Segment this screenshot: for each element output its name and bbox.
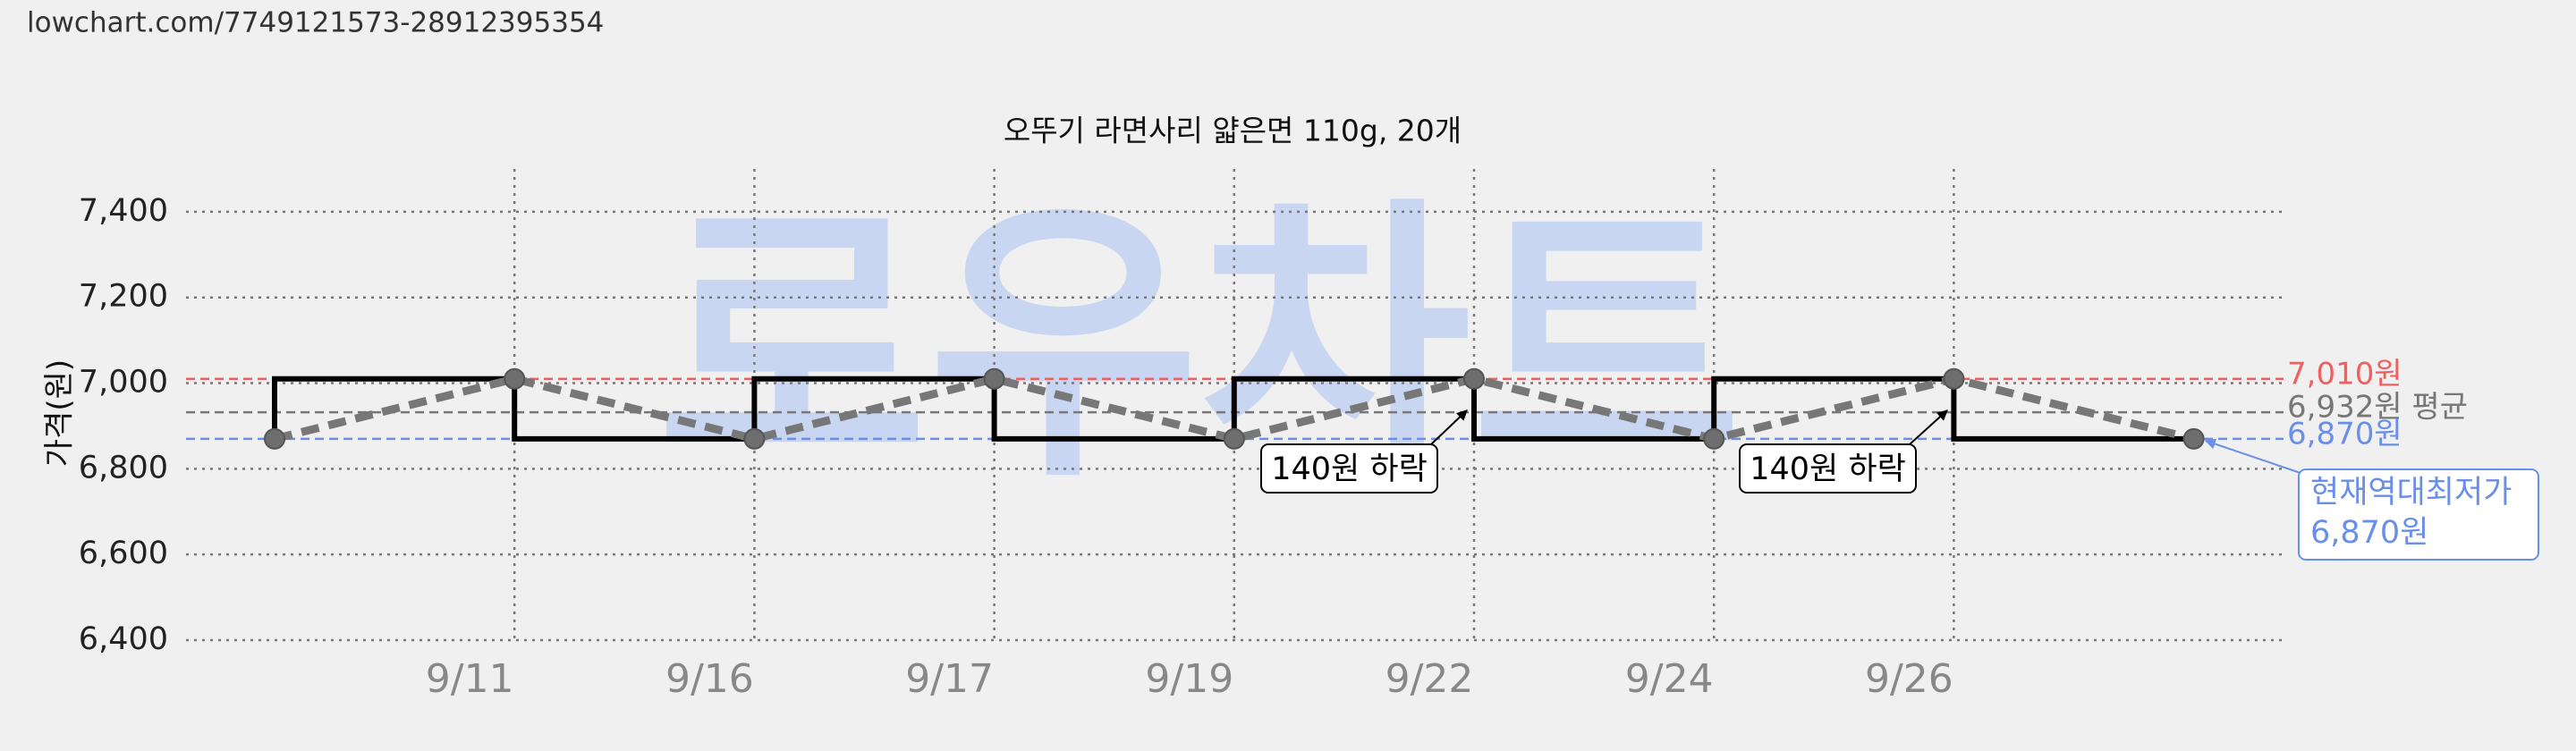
- point-marker: [983, 367, 1005, 390]
- trend-line: [273, 375, 2195, 443]
- annotation-text: 현재역대최저가: [2310, 475, 2512, 511]
- x-tick-label: 9/22: [1385, 656, 1474, 702]
- point-marker: [264, 427, 285, 450]
- x-tick-label: 9/24: [1625, 656, 1714, 702]
- annotation-box: [1260, 443, 1438, 494]
- annotation-arrow: [1909, 409, 1948, 445]
- y-tick-label: 6,400: [79, 621, 168, 657]
- x-tick-label: 9/19: [1145, 656, 1233, 702]
- point-marker: [743, 427, 766, 450]
- page-url: lowchart.com/7749121573-28912395354: [27, 7, 604, 39]
- chart-title: 오뚜기 라면사리 얇은면 110g, 20개: [1004, 114, 1462, 148]
- annotation-box: [1739, 443, 1917, 494]
- annotation-text: 6,870원: [2310, 515, 2428, 551]
- x-tick-label: 9/11: [426, 656, 514, 702]
- annotation-text: 140원 하락: [1750, 451, 1906, 487]
- reference-label: 7,010원: [2287, 356, 2402, 392]
- reference-label: 6,932원 평균: [2287, 390, 2468, 426]
- annotation-arrow: [2204, 438, 2301, 474]
- annotation-box: [2298, 468, 2539, 561]
- point-marker: [1703, 427, 1725, 450]
- y-tick-label: 7,200: [79, 279, 168, 315]
- point-marker: [1223, 427, 1245, 450]
- y-tick-label: 6,600: [79, 536, 168, 571]
- y-tick-label: 6,800: [79, 450, 168, 485]
- watermark: 로우차트: [657, 173, 1742, 517]
- point-marker: [1463, 367, 1485, 390]
- x-tick-label: 9/17: [905, 656, 994, 702]
- y-tick-label: 7,400: [79, 193, 168, 229]
- point-marker: [1943, 367, 1965, 390]
- x-tick-label: 9/26: [1865, 656, 1953, 702]
- x-tick-label: 9/16: [665, 656, 754, 702]
- annotation-text: 140원 하락: [1271, 451, 1428, 487]
- point-marker: [2182, 427, 2205, 450]
- annotation-arrow: [1430, 409, 1468, 445]
- y-tick-label: 7,000: [79, 365, 168, 401]
- reference-label: 6,870원: [2287, 416, 2402, 451]
- y-axis-label: 가격(원): [42, 359, 78, 467]
- point-marker: [504, 367, 526, 390]
